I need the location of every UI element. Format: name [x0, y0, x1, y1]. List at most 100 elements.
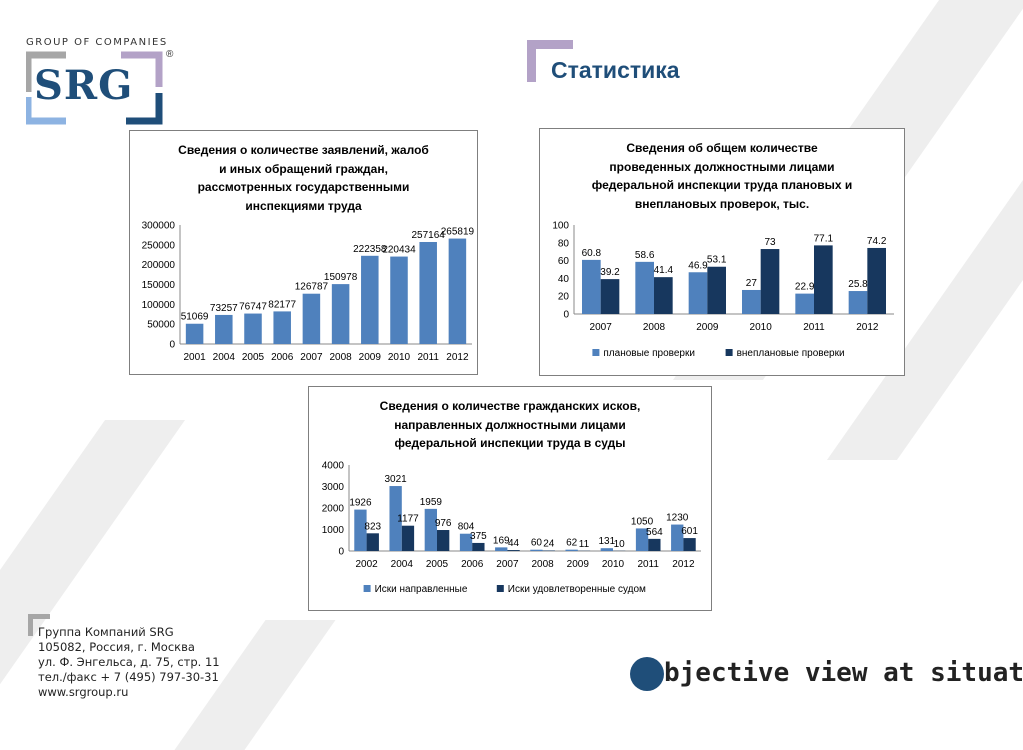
bar [507, 550, 519, 551]
x-tick-label: 2004 [213, 352, 236, 363]
legend-swatch [497, 585, 504, 592]
x-tick-label: 2005 [242, 352, 265, 363]
data-label: 126787 [295, 282, 329, 293]
y-tick-label: 2000 [322, 504, 345, 515]
bar [390, 257, 408, 344]
logo-text: SRG [34, 62, 133, 109]
data-label: 1050 [631, 516, 654, 527]
data-label: 375 [470, 531, 487, 542]
data-label: 24 [543, 538, 555, 549]
x-tick-label: 2008 [329, 352, 352, 363]
data-label: 60.8 [582, 248, 602, 259]
bar [303, 294, 321, 344]
data-label: 976 [435, 518, 452, 529]
x-tick-label: 2011 [637, 559, 659, 570]
data-label: 74.2 [867, 236, 887, 247]
x-tick-label: 2009 [567, 559, 590, 570]
data-label: 150978 [324, 272, 358, 283]
bar [244, 314, 262, 344]
x-tick-label: 2011 [417, 352, 439, 363]
x-tick-label: 2011 [803, 322, 825, 333]
data-label: 22.9 [795, 282, 815, 293]
footer-street: ул. Ф. Энгельса, д. 75, стр. 11 [38, 655, 220, 670]
x-tick-label: 2007 [496, 559, 519, 570]
bar [582, 260, 601, 314]
legend-label: внеплановые проверки [737, 348, 845, 359]
footer-phone: тел./факс + 7 (495) 797-30-31 [38, 670, 220, 685]
data-label: 41.4 [654, 265, 674, 276]
data-label: 11 [579, 539, 590, 550]
company-logo: GROUP OF COMPANIES SRG ® [26, 37, 186, 127]
bar [273, 311, 291, 344]
bar [419, 242, 437, 344]
chart-inspections-panel: Сведения об общем количестве проведенных… [539, 128, 905, 376]
bar [437, 530, 449, 551]
x-tick-label: 2010 [750, 322, 773, 333]
data-label: 1926 [349, 498, 372, 509]
y-tick-label: 4000 [322, 461, 345, 472]
legend-label: плановые проверки [603, 348, 695, 359]
bar [814, 245, 833, 314]
data-label: 60 [531, 538, 543, 549]
data-label: 76747 [239, 302, 267, 313]
bar [867, 248, 886, 314]
y-tick-label: 80 [558, 238, 570, 249]
y-tick-label: 0 [338, 547, 344, 558]
chart-appeals: 0500001000001500002000002500003000002001… [130, 131, 477, 374]
bar [543, 550, 555, 551]
bar [689, 272, 708, 314]
x-tick-label: 2007 [590, 322, 613, 333]
data-label: 220434 [382, 245, 416, 256]
y-tick-label: 40 [558, 274, 570, 285]
data-label: 77.1 [814, 233, 834, 244]
bar [186, 324, 204, 344]
bar [215, 315, 233, 344]
x-tick-label: 2008 [643, 322, 666, 333]
bar [707, 267, 726, 314]
registered-mark: ® [166, 49, 173, 60]
x-tick-label: 2004 [391, 559, 414, 570]
y-tick-label: 250000 [142, 240, 176, 251]
y-tick-label: 60 [558, 256, 570, 267]
x-tick-label: 2001 [183, 352, 206, 363]
data-label: 823 [364, 521, 381, 532]
data-label: 601 [681, 526, 698, 537]
chart-lawsuits-panel: Сведения о количестве гражданских исков,… [308, 386, 712, 611]
bar [495, 547, 507, 551]
data-label: 27 [746, 278, 758, 289]
x-tick-label: 2007 [300, 352, 323, 363]
y-tick-label: 0 [563, 310, 569, 321]
bar [332, 284, 350, 344]
bar [761, 249, 780, 314]
x-tick-label: 2009 [359, 352, 382, 363]
data-label: 265819 [441, 227, 475, 238]
y-tick-label: 150000 [142, 280, 176, 291]
bar [472, 543, 484, 551]
x-tick-label: 2002 [355, 559, 378, 570]
x-tick-label: 2008 [531, 559, 554, 570]
footer-contacts: Группа Компаний SRG 105082, Россия, г. М… [38, 625, 220, 700]
x-tick-label: 2010 [388, 352, 411, 363]
bar [367, 533, 379, 551]
bar [654, 277, 673, 314]
footer-website[interactable]: www.srgroup.ru [38, 685, 220, 700]
y-tick-label: 100 [552, 221, 569, 232]
x-tick-label: 2012 [446, 352, 469, 363]
data-label: 3021 [385, 474, 408, 485]
bar [648, 539, 660, 551]
data-label: 10 [614, 539, 626, 550]
x-tick-label: 2009 [696, 322, 719, 333]
bar [742, 290, 761, 314]
bar [361, 256, 379, 344]
data-label: 1230 [666, 513, 689, 524]
data-label: 44 [508, 538, 520, 549]
footer-company: Группа Компаний SRG [38, 625, 220, 640]
x-tick-label: 2006 [461, 559, 484, 570]
bar [425, 509, 437, 551]
slogan-text: bjective view at situation [664, 658, 1023, 688]
legend-swatch [592, 349, 599, 356]
bar [635, 262, 654, 314]
data-label: 62 [566, 538, 578, 549]
